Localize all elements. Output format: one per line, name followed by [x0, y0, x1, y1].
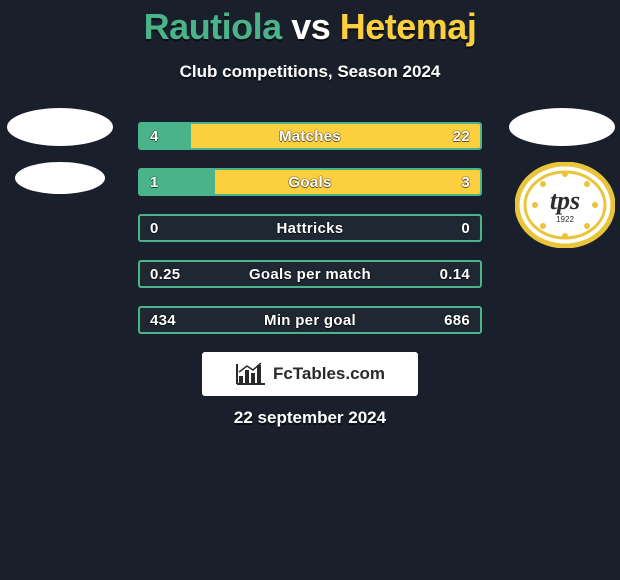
stat-right-value: 22 [453, 124, 470, 148]
stat-row-matches: 4Matches22 [138, 122, 482, 150]
svg-text:1922: 1922 [556, 215, 574, 224]
stat-row-min-per-goal: 434Min per goal686 [138, 306, 482, 334]
player2-club-logo: tps 1922 [515, 162, 615, 248]
comparison-title: Rautiola vs Hetemaj [0, 0, 620, 48]
subtitle: Club competitions, Season 2024 [0, 62, 620, 82]
player2-photo-placeholder [509, 108, 615, 146]
player2-name: Hetemaj [340, 6, 477, 47]
stat-row-goals-per-match: 0.25Goals per match0.14 [138, 260, 482, 288]
left-player-column [5, 108, 115, 194]
stat-right-value: 686 [444, 308, 470, 332]
player1-name: Rautiola [144, 6, 282, 47]
stat-right-value: 0.14 [440, 262, 470, 286]
stat-label: Matches [140, 124, 480, 148]
stat-label: Min per goal [140, 308, 480, 332]
date-text: 22 september 2024 [0, 408, 620, 428]
stat-right-value: 3 [461, 170, 470, 194]
player1-photo-placeholder [7, 108, 113, 146]
comparison-bars: 4Matches22 1Goals3 0Hattricks0 0.25Goals pe… [138, 122, 482, 334]
stat-row-hattricks: 0Hattricks0 [138, 214, 482, 242]
stat-label: Goals per match [140, 262, 480, 286]
vs-text: vs [291, 6, 330, 47]
svg-text:tps: tps [550, 186, 580, 215]
stat-row-goals: 1Goals3 [138, 168, 482, 196]
stat-label: Goals [140, 170, 480, 194]
stat-label: Hattricks [140, 216, 480, 240]
stat-right-value: 0 [461, 216, 470, 240]
right-player-column: tps 1922 [505, 108, 615, 248]
brand-text: FcTables.com [273, 364, 385, 384]
brand-box: FcTables.com [202, 352, 418, 396]
player1-club-placeholder [15, 162, 105, 194]
barchart-icon [235, 362, 267, 386]
